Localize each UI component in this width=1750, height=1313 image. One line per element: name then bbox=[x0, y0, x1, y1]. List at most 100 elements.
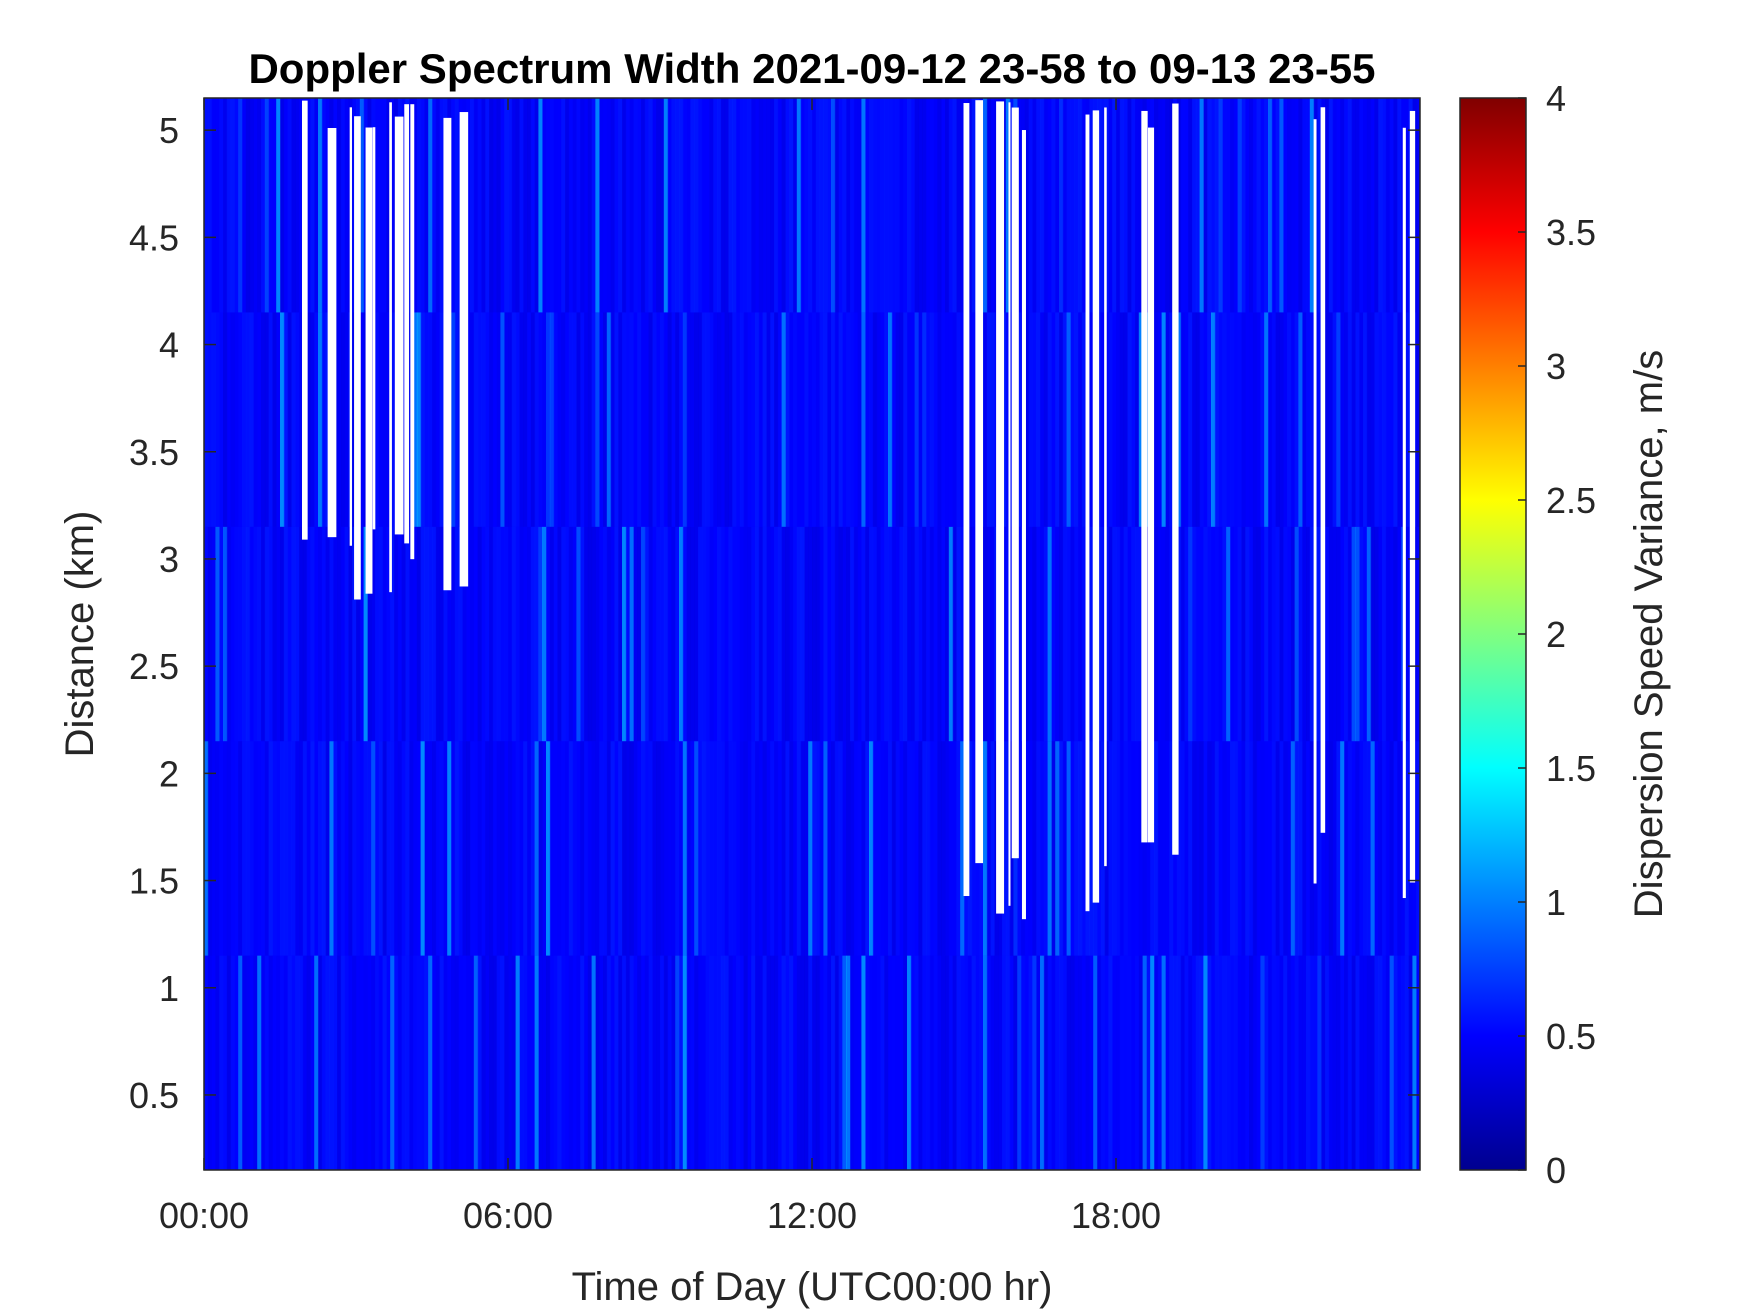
heatmap-cell bbox=[538, 312, 543, 527]
heatmap-cell bbox=[819, 98, 824, 313]
heatmap-cell bbox=[1351, 955, 1356, 1170]
heatmap-cell bbox=[622, 955, 627, 1170]
heatmap-cell bbox=[990, 741, 995, 956]
heatmap-cell bbox=[907, 98, 912, 313]
heatmap-cell bbox=[413, 955, 418, 1170]
heatmap-cell bbox=[918, 955, 923, 1170]
heatmap-cell bbox=[466, 312, 471, 527]
heatmap-cell bbox=[1389, 312, 1394, 527]
heatmap-cell bbox=[876, 955, 881, 1170]
heatmap-cell bbox=[1169, 98, 1174, 313]
heatmap-cell bbox=[1404, 955, 1410, 1170]
heatmap-cell bbox=[397, 741, 403, 956]
heatmap-cell bbox=[766, 526, 771, 742]
heatmap-cell bbox=[846, 312, 851, 527]
heatmap-cell bbox=[907, 312, 912, 527]
heatmap-cell bbox=[1195, 98, 1201, 313]
heatmap-cell bbox=[386, 526, 391, 742]
heatmap-cell bbox=[910, 741, 916, 956]
heatmap-cell bbox=[644, 955, 650, 1170]
heatmap-cell bbox=[519, 741, 524, 956]
heatmap-cell bbox=[561, 955, 566, 1170]
heatmap-cell bbox=[1385, 312, 1391, 527]
heatmap-cell bbox=[223, 312, 228, 527]
heatmap-cell bbox=[796, 741, 802, 956]
heatmap-cell bbox=[1036, 741, 1041, 956]
heatmap-cell bbox=[732, 526, 737, 742]
heatmap-cell bbox=[831, 312, 836, 527]
heatmap-cell bbox=[1268, 312, 1273, 527]
heatmap-cell bbox=[1378, 955, 1383, 1170]
heatmap-cell bbox=[641, 955, 646, 1170]
heatmap-cell bbox=[1370, 526, 1375, 742]
heatmap-cell bbox=[1184, 526, 1189, 742]
heatmap-cell bbox=[591, 98, 596, 313]
heatmap-cell bbox=[1366, 98, 1372, 313]
heatmap-cell bbox=[770, 312, 775, 527]
heatmap-cell bbox=[747, 741, 752, 956]
heatmap-cell bbox=[557, 955, 562, 1170]
heatmap-cell bbox=[800, 955, 805, 1170]
heatmap-cell bbox=[899, 312, 904, 527]
heatmap-cell bbox=[416, 526, 422, 742]
heatmap-cell bbox=[728, 741, 733, 956]
heatmap-cell bbox=[1385, 741, 1391, 956]
heatmap-cell bbox=[249, 526, 254, 742]
heatmap-cell bbox=[842, 526, 847, 742]
heatmap-cell bbox=[1226, 98, 1231, 313]
heatmap-cell bbox=[1043, 741, 1049, 956]
heatmap-cell bbox=[1097, 312, 1102, 527]
heatmap-cell bbox=[781, 312, 786, 527]
heatmap-cell bbox=[952, 526, 957, 742]
heatmap-cell bbox=[1176, 526, 1182, 742]
heatmap-cell bbox=[1199, 526, 1204, 742]
no-data-streak bbox=[459, 112, 469, 587]
heatmap-cell bbox=[337, 741, 342, 956]
heatmap-cell bbox=[1047, 526, 1052, 742]
heatmap-cell bbox=[606, 955, 612, 1170]
heatmap-cell bbox=[261, 955, 266, 1170]
heatmap-cell bbox=[1074, 312, 1079, 527]
heatmap-cell bbox=[1294, 98, 1299, 313]
heatmap-cell bbox=[671, 526, 676, 742]
heatmap-cell bbox=[595, 741, 600, 956]
heatmap-cell bbox=[1150, 741, 1155, 956]
no-data-streak bbox=[404, 104, 410, 544]
heatmap-cell bbox=[781, 526, 786, 742]
heatmap-cell bbox=[853, 312, 859, 527]
heatmap-cell bbox=[1043, 955, 1049, 1170]
heatmap-cell bbox=[420, 955, 425, 1170]
heatmap-cell bbox=[671, 955, 676, 1170]
heatmap-cell bbox=[1245, 526, 1250, 742]
heatmap-cell bbox=[371, 741, 376, 956]
heatmap-cell bbox=[249, 955, 254, 1170]
y-tick-label: 4 bbox=[159, 325, 179, 366]
heatmap-cell bbox=[641, 312, 646, 527]
heatmap-cell bbox=[1059, 955, 1064, 1170]
heatmap-cell bbox=[1252, 98, 1258, 313]
x-tick-label: 00:00 bbox=[159, 1195, 249, 1236]
heatmap-cell bbox=[375, 312, 380, 527]
heatmap-cell bbox=[587, 312, 593, 527]
heatmap-cell bbox=[1328, 312, 1334, 527]
heatmap-cell bbox=[1002, 312, 1007, 527]
heatmap-cell bbox=[416, 741, 422, 956]
heatmap-cell bbox=[1127, 526, 1132, 742]
heatmap-cell bbox=[1051, 312, 1056, 527]
heatmap-cell bbox=[971, 955, 976, 1170]
heatmap-cell bbox=[530, 526, 536, 742]
colorbar-tick-label: 0.5 bbox=[1546, 1016, 1596, 1057]
heatmap-cell bbox=[352, 526, 357, 742]
heatmap-cell bbox=[648, 526, 653, 742]
heatmap-cell bbox=[1070, 312, 1075, 527]
heatmap-cell bbox=[1404, 312, 1410, 527]
heatmap-cell bbox=[914, 98, 919, 313]
heatmap-cell bbox=[926, 741, 931, 956]
heatmap-cell bbox=[253, 526, 258, 742]
heatmap-cell bbox=[462, 741, 467, 956]
heatmap-cell bbox=[382, 98, 387, 313]
heatmap-cell bbox=[1298, 98, 1303, 313]
heatmap-cell bbox=[595, 98, 600, 313]
no-data-streak bbox=[1008, 102, 1011, 906]
heatmap-cell bbox=[1340, 741, 1345, 956]
